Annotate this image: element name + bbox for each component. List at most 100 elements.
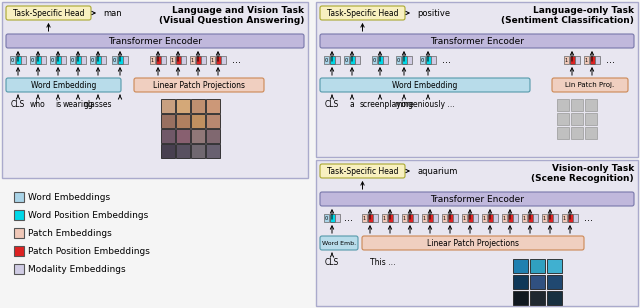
Text: 0: 0: [113, 58, 116, 63]
Bar: [2, 2, 308, 178]
Text: 0: 0: [71, 58, 74, 63]
Text: 0: 0: [345, 58, 348, 63]
Text: Task-Specific Head: Task-Specific Head: [327, 167, 398, 176]
Text: 0: 0: [51, 58, 54, 63]
Bar: [41, 56, 46, 64]
Bar: [493, 214, 498, 222]
Bar: [14, 228, 24, 238]
Bar: [170, 56, 175, 64]
Bar: [393, 214, 398, 222]
Bar: [372, 56, 377, 64]
Text: is: is: [55, 100, 61, 109]
Bar: [408, 214, 413, 222]
Bar: [349, 56, 355, 64]
Text: wearing: wearing: [63, 100, 93, 109]
FancyBboxPatch shape: [320, 34, 634, 48]
Bar: [396, 56, 401, 64]
Bar: [191, 114, 205, 128]
Text: more: more: [394, 100, 414, 109]
Bar: [14, 210, 24, 220]
Bar: [482, 214, 487, 222]
Bar: [373, 214, 378, 222]
Bar: [14, 246, 24, 256]
Text: 1: 1: [403, 216, 406, 221]
Text: 0: 0: [11, 58, 14, 63]
Text: Word Embedding: Word Embedding: [392, 80, 458, 90]
Bar: [467, 214, 472, 222]
Bar: [488, 214, 493, 222]
Bar: [14, 192, 24, 202]
Bar: [335, 56, 340, 64]
Text: 1: 1: [463, 216, 466, 221]
Text: 0: 0: [397, 58, 400, 63]
Bar: [161, 144, 175, 157]
Bar: [161, 114, 175, 128]
Text: 1: 1: [171, 58, 174, 63]
Bar: [123, 56, 128, 64]
Bar: [431, 56, 436, 64]
Bar: [553, 214, 558, 222]
Bar: [447, 214, 452, 222]
Bar: [522, 214, 527, 222]
FancyBboxPatch shape: [6, 78, 121, 92]
Bar: [324, 214, 329, 222]
Bar: [330, 214, 335, 222]
Text: 1: 1: [423, 216, 426, 221]
Bar: [442, 214, 447, 222]
Text: Vision-only Task
(Scene Recognition): Vision-only Task (Scene Recognition): [531, 164, 634, 183]
Bar: [150, 56, 155, 64]
FancyBboxPatch shape: [6, 34, 304, 48]
Bar: [355, 56, 360, 64]
Bar: [462, 214, 467, 222]
Text: 1: 1: [565, 58, 568, 63]
Bar: [502, 214, 507, 222]
Bar: [61, 56, 66, 64]
Bar: [175, 114, 189, 128]
Text: Language and Vision Task
(Visual Question Answering): Language and Vision Task (Visual Questio…: [159, 6, 304, 25]
Bar: [570, 99, 582, 111]
Bar: [10, 56, 15, 64]
Bar: [428, 214, 433, 222]
Text: Word Emb.: Word Emb.: [322, 241, 356, 245]
Bar: [181, 56, 186, 64]
Bar: [527, 214, 532, 222]
Text: aquarium: aquarium: [417, 167, 458, 176]
Bar: [175, 56, 180, 64]
Bar: [316, 2, 638, 157]
Text: 0: 0: [421, 58, 424, 63]
Bar: [362, 214, 367, 222]
Bar: [161, 99, 175, 112]
Text: CLS: CLS: [325, 100, 339, 109]
Text: 1: 1: [443, 216, 446, 221]
Bar: [210, 56, 215, 64]
Bar: [407, 56, 412, 64]
Bar: [575, 56, 580, 64]
Bar: [426, 56, 431, 64]
Bar: [195, 56, 200, 64]
Bar: [205, 128, 220, 143]
Text: Modality Embeddings: Modality Embeddings: [28, 265, 125, 274]
FancyBboxPatch shape: [320, 164, 405, 178]
Bar: [387, 214, 392, 222]
Text: 1: 1: [151, 58, 154, 63]
Text: 1: 1: [211, 58, 214, 63]
Bar: [161, 56, 166, 64]
Bar: [584, 56, 589, 64]
FancyBboxPatch shape: [320, 78, 530, 92]
Text: 1: 1: [191, 58, 194, 63]
Bar: [570, 127, 582, 139]
Bar: [453, 214, 458, 222]
Bar: [50, 56, 55, 64]
Bar: [21, 56, 26, 64]
Bar: [191, 99, 205, 112]
Bar: [205, 144, 220, 157]
Text: Word Position Embeddings: Word Position Embeddings: [28, 210, 148, 220]
Text: Language-only Task
(Sentiment Classification): Language-only Task (Sentiment Classifica…: [501, 6, 634, 25]
Text: man: man: [103, 9, 122, 18]
Text: Transformer Encoder: Transformer Encoder: [430, 37, 524, 46]
Text: Transformer Encoder: Transformer Encoder: [430, 194, 524, 204]
Bar: [70, 56, 75, 64]
Bar: [344, 56, 349, 64]
Bar: [564, 56, 569, 64]
Text: who: who: [30, 100, 46, 109]
